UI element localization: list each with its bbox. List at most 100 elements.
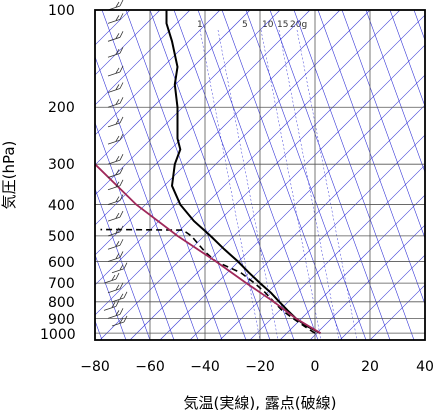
wind-barb-flag: [115, 310, 120, 316]
adiabat-line: [279, 194, 425, 340]
y-tick-label-100: 100: [48, 3, 75, 19]
profiles: [95, 10, 321, 335]
wind-barb-shaft: [107, 257, 121, 262]
adiabat-line: [95, 10, 251, 166]
wind-barb-flag: [115, 253, 120, 259]
adiabat-line: [95, 10, 311, 226]
wind-barb-shaft: [107, 52, 121, 58]
wind-barb-shaft: [107, 231, 121, 237]
wind-barb-flag: [115, 1, 120, 8]
wind-barb-flag: [119, 31, 124, 38]
isotherm-line: [149, 10, 271, 340]
wind-barb-shaft: [107, 71, 121, 77]
mixing-ratio-line: [199, 29, 261, 340]
wind-barb-shaft: [111, 268, 125, 274]
parcel-line: [95, 163, 321, 334]
mixing-ratio-line: [296, 29, 358, 340]
wind-barb: [107, 97, 124, 108]
wind-barb: [107, 251, 124, 262]
y-tick-label-1000: 1000: [40, 327, 76, 343]
x-axis-title: 気温(実線), 露点(破線): [184, 394, 337, 412]
wind-barb-flag: [115, 284, 120, 290]
adiabat-line: [95, 10, 341, 256]
wind-barb-flag: [119, 154, 124, 161]
wind-barb: [107, 82, 124, 93]
wind-barb-shaft: [103, 305, 117, 311]
wind-barb-flag: [115, 212, 120, 219]
adiabat-line: [95, 10, 401, 316]
wind-barb-flag: [115, 227, 120, 234]
mixing-ratio-labels: 1 5 10 15 20g: [197, 20, 307, 30]
wind-barb-flag: [115, 135, 120, 142]
wind-barb-shaft: [107, 216, 121, 222]
wind-barb-flag: [115, 300, 120, 307]
y-tick-label-200: 200: [48, 100, 75, 116]
isotherm-line: [95, 187, 151, 340]
wind-barb-shaft: [107, 139, 121, 145]
wind-barb: [107, 0, 124, 11]
x-tick-label-m80: −80: [80, 359, 110, 375]
wind-barb: [107, 31, 124, 42]
adiabat-line: [339, 254, 425, 340]
wind-barbs: [103, 0, 128, 327]
wind-barb-flag: [119, 293, 124, 300]
wind-barb: [103, 300, 120, 311]
wind-barb-shaft: [107, 185, 121, 191]
wind-barb-flag: [111, 274, 116, 281]
x-tick-labels: −80 −60 −40 −20 0 20 40: [80, 359, 434, 375]
wind-barb-shaft: [107, 200, 121, 205]
isotherm-line: [317, 10, 425, 306]
wind-barb-flag: [119, 47, 124, 54]
wind-barb: [107, 167, 124, 178]
wind-barb-flag: [119, 225, 124, 233]
wind-barb-flag: [115, 33, 120, 39]
wind-barb-flag: [119, 116, 124, 124]
wind-barb-flag: [115, 99, 120, 105]
wind-barb-flag: [119, 264, 124, 270]
wind-barb-flag: [115, 118, 120, 125]
wind-barb-shaft: [107, 102, 121, 108]
adiabat-line: [95, 10, 221, 136]
wind-barb: [107, 282, 124, 294]
wind-barb-shaft: [107, 159, 121, 165]
wind-barb-flag: [119, 239, 124, 246]
wind-barb-flag: [115, 241, 120, 247]
wind-barb-flag: [115, 169, 120, 175]
isotherm-line: [341, 10, 425, 240]
y-tick-label-300: 300: [48, 157, 75, 173]
isotherm-line: [293, 10, 415, 340]
wind-barb: [107, 179, 124, 191]
x-tick-label-m20: −20: [245, 359, 275, 375]
wind-barb: [107, 154, 124, 165]
y-axis-title: 気圧(hPa): [0, 141, 18, 210]
wind-barb-flag: [119, 97, 124, 104]
y-tick-labels: 100 200 300 400 500 600 700 800 900 1000: [40, 3, 76, 343]
mixing-ratio-line: [278, 29, 340, 340]
wind-barb-shaft: [107, 88, 121, 93]
adiabat-line: [159, 74, 425, 340]
wind-barb: [107, 13, 124, 24]
wind-barb-flag: [119, 65, 124, 73]
mixing-ratio-label-10: 10: [262, 20, 274, 30]
isotherm-line: [197, 10, 319, 340]
wind-barb-flag: [119, 13, 124, 20]
wind-barb-flag: [119, 308, 124, 315]
wind-barb-shaft: [107, 122, 121, 128]
isotherm-line: [95, 55, 199, 340]
isotherm-line: [365, 10, 425, 174]
y-tick-label-600: 600: [48, 255, 75, 271]
isotherm-line: [221, 10, 343, 340]
adiabat-line: [249, 164, 425, 340]
x-tick-label-m60: −60: [135, 359, 165, 375]
isotherm-line: [95, 253, 127, 340]
wind-barb: [107, 65, 124, 77]
adiabat-line: [95, 10, 191, 106]
adiabat-line: [129, 44, 425, 340]
wind-barb: [107, 210, 124, 222]
wind-barb-flag: [119, 282, 124, 289]
isotherm-line: [245, 10, 367, 340]
wind-barb-flag: [123, 315, 128, 323]
adiabat-line: [219, 134, 425, 340]
mixing-ratio-line: [217, 29, 279, 340]
